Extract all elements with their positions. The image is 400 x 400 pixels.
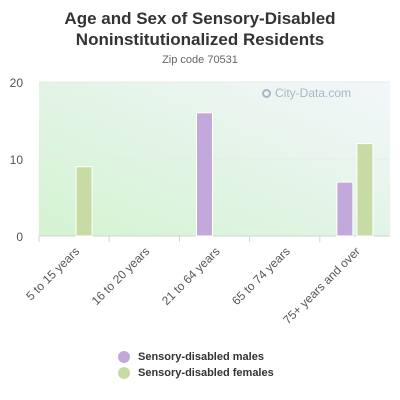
- x-tick-label: 75+ years and over: [280, 244, 363, 327]
- legend-label-males: Sensory-disabled males: [138, 351, 264, 363]
- bar-males-2[interactable]: [196, 112, 213, 237]
- x-tick-label: 65 to 74 years: [229, 244, 293, 308]
- legend-label-females: Sensory-disabled females: [138, 367, 274, 379]
- watermark-text: City-Data.com: [275, 86, 352, 100]
- legend-swatch-males: [118, 351, 130, 363]
- y-tick-label: 10: [10, 153, 24, 167]
- chart-subtitle: Zip code 70531: [162, 54, 238, 66]
- legend-swatch-females: [118, 367, 130, 379]
- magnifier-icon: [262, 88, 271, 98]
- y-tick-label: 0: [16, 230, 23, 244]
- watermark: City-Data.com: [262, 86, 351, 100]
- chart-title: Age and Sex of Sensory-Disabled Noninsti…: [0, 8, 400, 50]
- legend-item-females: Sensory-disabled females: [118, 365, 274, 381]
- x-tick-label: 16 to 20 years: [89, 244, 153, 308]
- bar-females-0[interactable]: [75, 166, 93, 237]
- chart-title-line-1: Age and Sex of Sensory-Disabled: [64, 9, 336, 28]
- legend-item-males: Sensory-disabled males: [118, 349, 274, 365]
- chart-title-line-2: Noninstitutionalized Residents: [75, 30, 325, 49]
- x-tick-label: 21 to 64 years: [159, 244, 223, 308]
- legend: Sensory-disabled males Sensory-disabled …: [118, 349, 274, 381]
- y-tick-label: 20: [10, 76, 24, 90]
- bar-males-4[interactable]: [336, 181, 354, 237]
- x-tick-label: 5 to 15 years: [23, 244, 82, 303]
- bar-females-4[interactable]: [356, 143, 374, 237]
